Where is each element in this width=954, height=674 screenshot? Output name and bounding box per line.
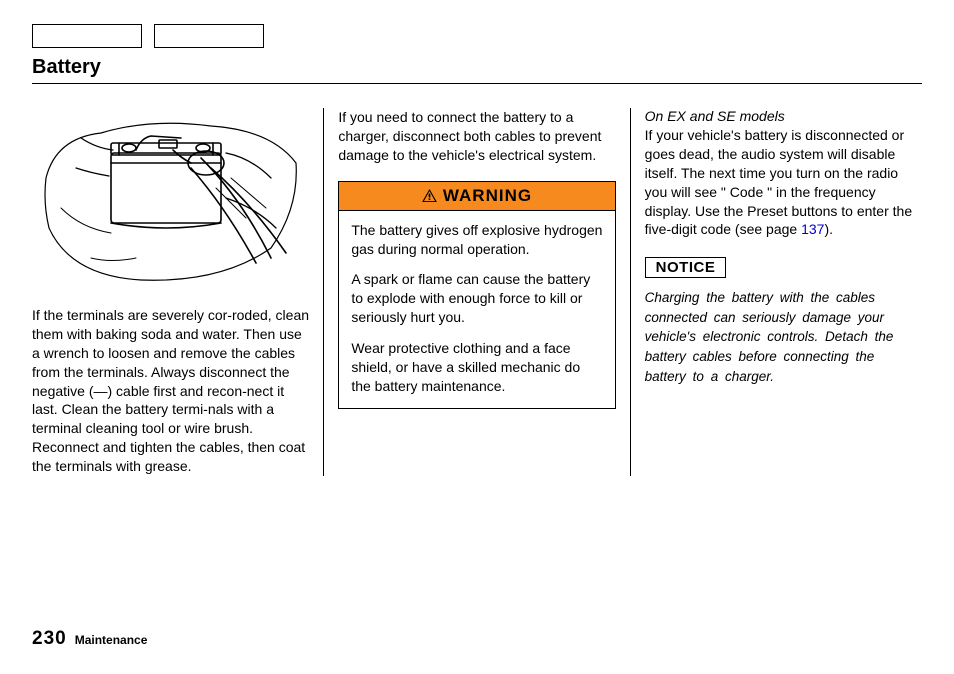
notice-label: NOTICE	[645, 257, 727, 278]
section-name: Maintenance	[75, 633, 148, 647]
warning-label: WARNING	[443, 186, 532, 206]
left-body-text: If the terminals are severely cor-roded,…	[32, 306, 309, 476]
page-footer: 230 Maintenance	[32, 628, 147, 650]
column-right: On EX and SE models If your vehicle's ba…	[631, 108, 922, 476]
content-columns: If the terminals are severely cor-roded,…	[32, 108, 922, 476]
model-note: On EX and SE models	[645, 108, 922, 124]
header-nav-boxes	[32, 24, 922, 48]
column-middle: If you need to connect the battery to a …	[323, 108, 630, 476]
page-ref-link[interactable]: 137	[801, 221, 824, 237]
warning-triangle-icon	[422, 189, 437, 202]
warning-p1: The battery gives off explosive hydrogen…	[351, 221, 602, 259]
page-number: 230	[32, 628, 67, 650]
middle-intro-text: If you need to connect the battery to a …	[338, 108, 615, 165]
nav-box-1[interactable]	[32, 24, 142, 48]
warning-header: WARNING	[339, 182, 614, 211]
warning-p3: Wear protective clothing and a face shie…	[351, 339, 602, 396]
warning-box: WARNING The battery gives off explosive …	[338, 181, 615, 409]
right-text-b: ).	[824, 221, 833, 237]
nav-box-2[interactable]	[154, 24, 264, 48]
column-left: If the terminals are severely cor-roded,…	[32, 108, 323, 476]
battery-diagram	[41, 108, 301, 288]
right-body-text: If your vehicle's battery is disconnecte…	[645, 126, 922, 239]
title-rule	[32, 83, 922, 84]
warning-content: The battery gives off explosive hydrogen…	[339, 211, 614, 408]
right-text-a: If your vehicle's battery is disconnecte…	[645, 127, 912, 237]
page-title: Battery	[32, 56, 922, 79]
notice-text: Charging the battery with the cables con…	[645, 288, 922, 386]
warning-p2: A spark or flame can cause the battery t…	[351, 270, 602, 327]
